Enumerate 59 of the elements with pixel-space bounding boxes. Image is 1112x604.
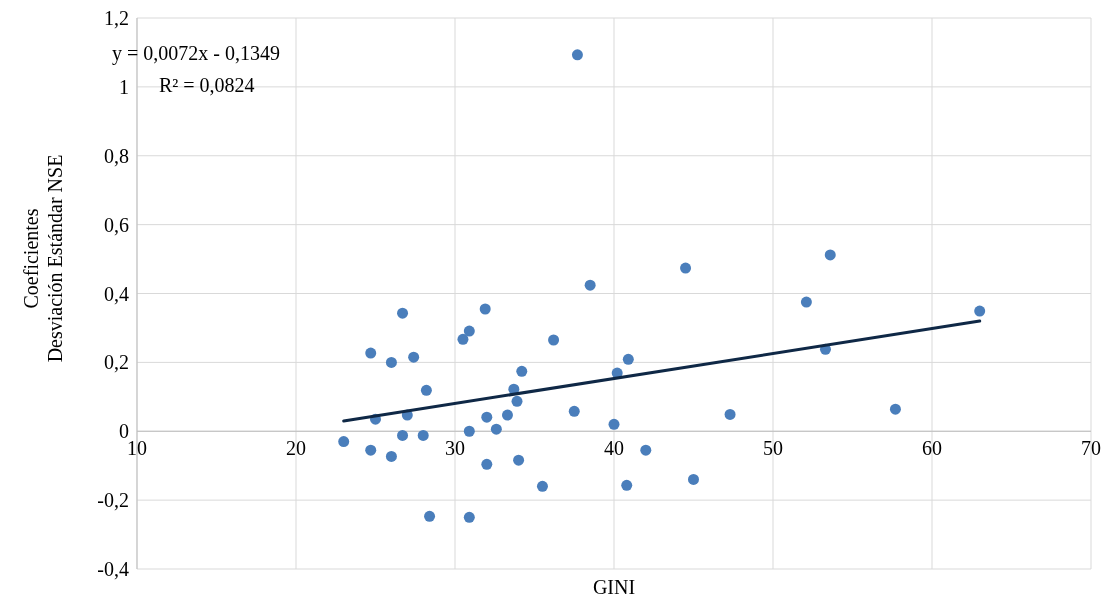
point — [688, 473, 699, 485]
point — [463, 425, 475, 437]
point — [622, 353, 634, 365]
point — [511, 395, 523, 407]
point — [513, 454, 525, 466]
y-tick-label: 0,6 — [104, 213, 129, 236]
point — [621, 479, 633, 491]
point — [479, 303, 491, 315]
point — [408, 351, 420, 363]
y-tick-label: -0,2 — [97, 489, 129, 512]
point — [397, 307, 409, 319]
point — [640, 444, 652, 456]
y-tick-label: 1,2 — [104, 7, 129, 29]
y-tick-label: 1 — [119, 75, 129, 98]
y-tick-label: 0,4 — [104, 282, 129, 305]
point — [824, 249, 836, 261]
y-tick-label: -0,4 — [97, 558, 129, 580]
point — [571, 49, 583, 61]
point — [568, 405, 580, 417]
point — [800, 296, 812, 308]
point — [457, 333, 469, 345]
point — [424, 510, 436, 522]
point — [365, 347, 377, 359]
point — [608, 418, 620, 430]
y-tick-label: 0 — [119, 420, 129, 443]
point — [481, 411, 493, 423]
point — [490, 423, 502, 435]
x-tick-label: 60 — [922, 437, 942, 460]
point — [385, 450, 397, 462]
point — [420, 384, 432, 396]
point — [501, 409, 513, 421]
point — [584, 279, 596, 291]
point — [338, 436, 350, 448]
point — [724, 408, 736, 420]
point — [548, 334, 560, 346]
x-tick-label: 10 — [127, 437, 147, 460]
point — [463, 325, 475, 337]
point — [417, 429, 429, 441]
y-axis-title: Coeficientes Desviación Estándar NSE — [20, 154, 66, 363]
point — [536, 480, 548, 492]
y-tick-label: 0,8 — [104, 144, 129, 167]
annotation: y = 0,0072x - 0,1349 — [112, 42, 280, 65]
x-tick-label: 40 — [604, 437, 624, 460]
point — [889, 403, 901, 415]
y-tick-label: 0,2 — [104, 351, 129, 374]
point — [516, 365, 528, 377]
x-tick-label: 50 — [763, 437, 783, 460]
x-tick-label: 20 — [286, 437, 306, 460]
annotation: R² = 0,0824 — [159, 74, 255, 96]
point — [680, 262, 692, 274]
point — [385, 356, 397, 368]
x-axis-title: GINI — [592, 576, 636, 598]
point — [481, 458, 493, 470]
point — [463, 511, 475, 523]
x-tick-label: 70 — [1081, 437, 1101, 460]
point — [365, 444, 377, 456]
point — [397, 429, 409, 441]
x-tick-label: 30 — [445, 437, 465, 460]
point — [974, 305, 986, 317]
